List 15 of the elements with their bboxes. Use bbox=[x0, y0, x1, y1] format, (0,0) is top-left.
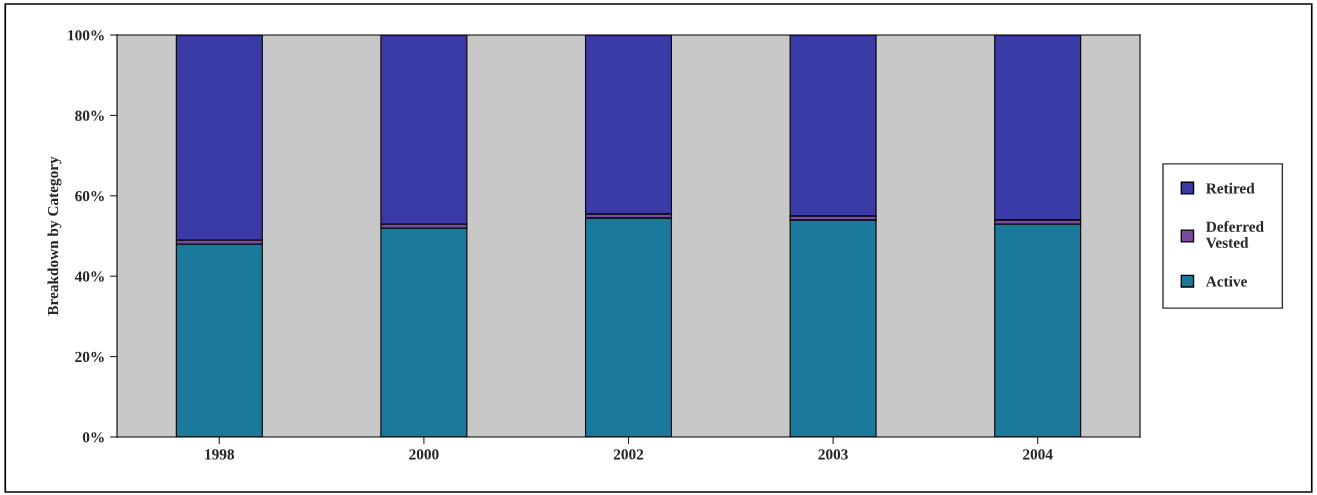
legend-label: Retired bbox=[1206, 182, 1255, 194]
y-tick-label: 80% bbox=[75, 110, 104, 121]
y-tick-label: 0% bbox=[82, 432, 104, 443]
x-tick-label: 2002 bbox=[613, 449, 644, 460]
legend-label: Active bbox=[1205, 275, 1247, 287]
x-tick-label: 2003 bbox=[818, 449, 848, 460]
x-tick-label: 2004 bbox=[1023, 449, 1053, 460]
x-tick-label: 1998 bbox=[205, 449, 235, 460]
y-tick-label: 40% bbox=[74, 271, 104, 282]
y-tick-label: 60% bbox=[75, 190, 104, 202]
y-axis-title: Breakdown by Category bbox=[47, 156, 62, 316]
y-tick-label: 20% bbox=[75, 351, 104, 363]
legend-label: Deferred Vested bbox=[1205, 220, 1264, 248]
x-tick-label: 2000 bbox=[409, 449, 439, 460]
y-tick-label: 100% bbox=[68, 30, 104, 41]
